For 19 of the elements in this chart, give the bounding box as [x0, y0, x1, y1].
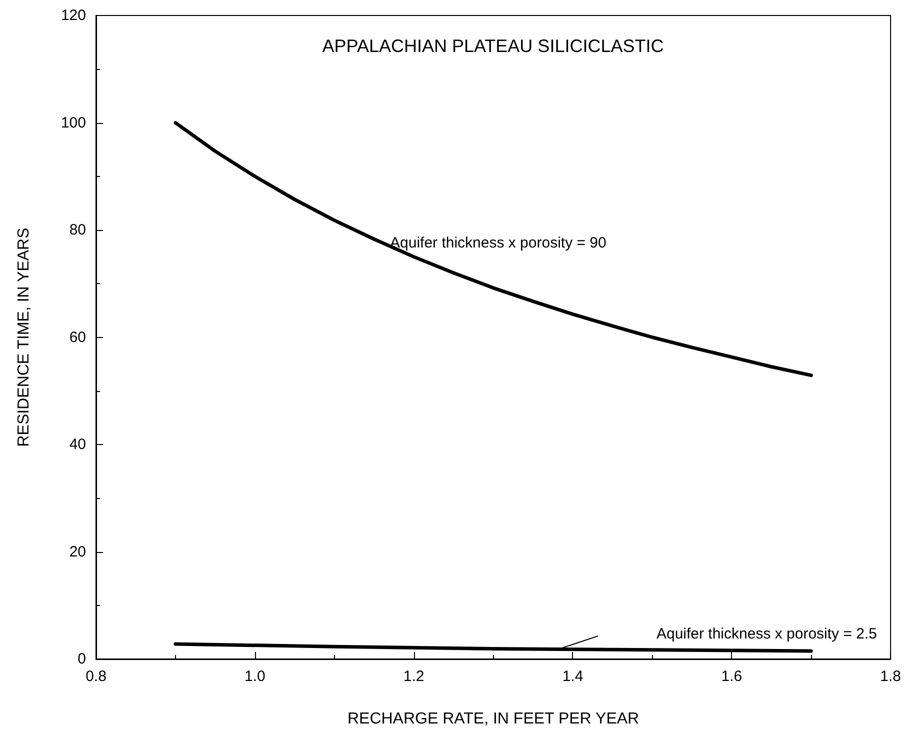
y-tick-label: 100 [60, 114, 86, 132]
y-tick-label: 120 [60, 7, 86, 24]
y-tick-label: 40 [69, 436, 86, 453]
annotation: Aquifer thickness x porosity = 2.5 [656, 626, 877, 642]
x-tick-label: 1.0 [244, 668, 266, 685]
annotation: Aquifer thickness x porosity = 90 [390, 234, 606, 252]
x-tick-label: 1.6 [721, 668, 742, 685]
x-tick-label: 1.8 [880, 668, 902, 685]
y-tick-label: 80 [69, 222, 86, 238]
y-axis-title: RESIDENCE TIME, IN YEARS [16, 228, 32, 447]
x-axis-title: RECHARGE RATE, IN FEET PER YEAR [347, 710, 640, 728]
y-tick-label: 60 [69, 328, 86, 346]
x-tick-label: 1.2 [403, 668, 424, 685]
x-tick-label: 1.4 [562, 668, 584, 685]
y-tick-label: 20 [69, 543, 86, 560]
line-series [174, 121, 813, 378]
y-tick-label: 0 [78, 650, 86, 668]
x-tick-label: 0.8 [86, 668, 106, 685]
text: APPALACHIAN PLATEAU SILICICLASTIC [322, 36, 664, 56]
